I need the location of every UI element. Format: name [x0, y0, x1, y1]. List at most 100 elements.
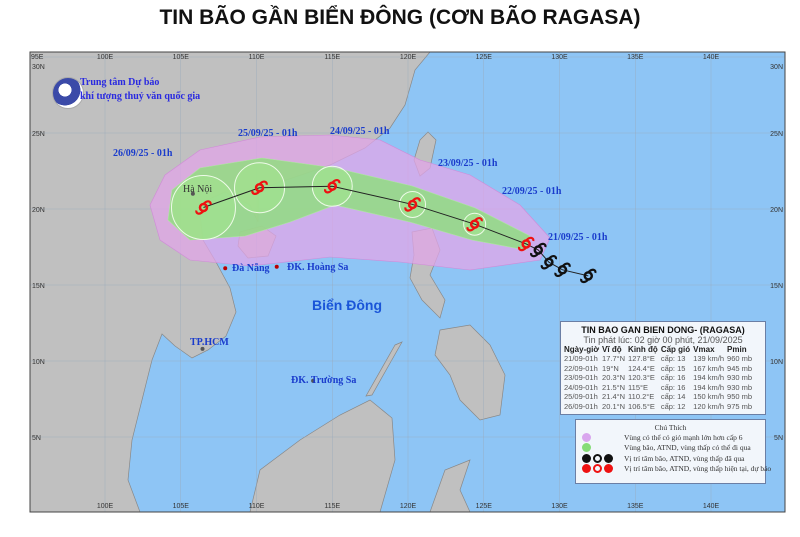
legend-item: Vị trí tâm bão, ATND, vùng thấp hiện tại… — [582, 464, 771, 475]
lon-label-bottom: 110E — [249, 503, 265, 510]
track-label-24: 24/09/25 - 01h — [330, 126, 390, 137]
lon-label-top: 100E — [97, 54, 114, 61]
track-line — [203, 185, 589, 277]
storm-arms — [466, 216, 483, 232]
info-cell: 120.3°E — [628, 373, 655, 382]
legend-label: Vị trí tâm bão, ATND, vùng thấp hiện tại… — [624, 464, 772, 474]
info-cell: 194 km/h — [693, 373, 725, 382]
lat-label-right: 30N — [770, 64, 783, 71]
track-label-26: 26/09/25 - 01h — [113, 148, 173, 159]
forecast-storm-icon — [324, 178, 341, 194]
place-marker — [223, 266, 228, 271]
info-cell: 960 mb — [727, 354, 753, 363]
past-storm-icon — [580, 268, 597, 284]
organization-line1: Trung tâm Dự báo — [80, 77, 160, 88]
info-cell: 20.1°N — [602, 401, 626, 411]
storm-arms — [404, 197, 421, 212]
lat-label-left: 5N — [32, 435, 41, 442]
legend: Chú Thích Vùng có thể có gió mạnh lớn hơ… — [575, 419, 771, 484]
forecast-storm-icon — [251, 180, 268, 195]
lon-label-top: 140E — [703, 54, 720, 61]
info-cell: cấp: 13 — [660, 354, 686, 363]
info-cell: 20.3°N — [602, 373, 626, 382]
legend-item: Vùng bão, ATND, vùng thấp có thể đi qua — [582, 443, 765, 454]
storm-info-table: Ngày-giờ Vĩ độ Kinh độ Cấp gió Vmax Pmin 21/0… — [564, 345, 755, 411]
info-cell: 106.5°E — [628, 401, 655, 411]
info-row: 24/09-01h 21.5°N 115°E cấp: 16 194 km/h 930 m… — [564, 383, 755, 393]
nchmf-logo — [52, 77, 84, 109]
forecast-storm-icon — [517, 236, 535, 252]
info-row: 21/09-01h 17.7°N 127.8°E cấp: 13 139 km/h 960… — [564, 354, 755, 364]
storm-zone-swatch-icon — [582, 443, 591, 453]
info-header: Cấp gió — [660, 345, 691, 354]
info-cell: 22/09-01h — [564, 363, 598, 373]
storm-arms — [554, 262, 571, 278]
lat-label-right: 20N — [770, 207, 783, 214]
place-marker — [274, 264, 279, 269]
lat-label-left: 25N — [32, 131, 45, 138]
storm-markers — [190, 178, 597, 383]
info-cell: 127.8°E — [628, 354, 655, 363]
lon-label-top: 115E — [324, 54, 340, 61]
storm-arms — [530, 242, 547, 258]
info-cell: 124.4°E — [628, 363, 655, 373]
lon-label-bottom: 120E — [400, 503, 417, 510]
info-cell: 21/09-01h — [564, 354, 598, 363]
past-storm-icon — [582, 453, 591, 463]
lon-label-bottom: 135E — [627, 503, 644, 510]
info-cell: 21.5°N — [602, 382, 626, 392]
lat-label-left: 20N — [32, 207, 45, 214]
land-borneo — [249, 399, 396, 513]
page-title: TIN BÃO GẦN BIỂN ĐÔNG (CƠN BÃO RAGASA) — [159, 6, 641, 29]
lat-label-right: 25N — [770, 131, 783, 138]
past-low-icon — [604, 453, 613, 463]
storm-arms — [517, 236, 535, 252]
info-cell: cấp: 14 — [660, 392, 686, 401]
place-hcm: TP.HCM — [190, 337, 229, 348]
legend-title: Chú Thích — [654, 423, 687, 432]
info-row: 25/09-01h 21.4°N 110.2°E cấp: 14 150 km/h 950… — [564, 392, 755, 402]
lon-label-bottom: 130E — [551, 503, 568, 510]
storm-arms — [195, 200, 212, 215]
info-row: 26/09-01h 20.1°N 106.5°E cấp: 12 120 km/h 975… — [564, 402, 755, 412]
lon-label-bottom: 105E — [173, 503, 190, 510]
storm-arms — [324, 178, 341, 194]
lat-label-right: 10N — [770, 359, 783, 366]
lon-label-bottom: 115E — [324, 503, 340, 510]
info-cell: cấp: 12 — [660, 401, 686, 411]
forecast-depression-icon — [593, 464, 602, 474]
lon-label-top: 95E — [31, 54, 44, 61]
lon-label-top: 135E — [627, 54, 644, 61]
info-row: 22/09-01h 19°N 124.4°E cấp: 15 167 km/h 945 m… — [564, 364, 755, 374]
land-palawan — [365, 341, 403, 397]
info-cell: 21.4°N — [602, 392, 626, 401]
info-row: 23/09-01h 20.3°N 120.3°E cấp: 16 194 km/h 930… — [564, 373, 755, 383]
info-issued: Tin phát lúc: 02 giờ 00 phút, 21/09/2025 — [583, 335, 743, 345]
track-label-21: 21/09/25 - 01h — [548, 232, 608, 243]
land-visayas-mindanao — [434, 324, 506, 421]
place-marker — [190, 191, 195, 196]
lon-label-bottom: 140E — [703, 503, 720, 510]
info-cell: 945 mb — [727, 363, 753, 373]
info-title: TIN BAO GAN BIEN DONG- (RAGASA) — [581, 325, 745, 335]
past-storm-icon — [530, 242, 547, 258]
info-cell: 115°E — [628, 382, 649, 392]
info-cell: 26/09-01h — [564, 401, 598, 411]
info-cell: 167 km/h — [693, 363, 725, 373]
track-label-22: 22/09/25 - 01h — [502, 186, 562, 197]
lat-label-left: 10N — [32, 359, 45, 366]
lat-label-right: 5N — [774, 435, 783, 442]
forecast-storm-icon — [404, 197, 421, 212]
info-cell: 150 km/h — [693, 392, 725, 401]
place-hanoi: Hà Nội — [183, 184, 213, 195]
info-body: 21/09-01h 17.7°N 127.8°E cấp: 13 139 km/h 960… — [564, 354, 755, 411]
info-cell: cấp: 16 — [660, 382, 686, 392]
lon-label-top: 125E — [476, 54, 493, 61]
forecast-low-icon — [604, 464, 613, 474]
track-label-23: 23/09/25 - 01h — [438, 158, 498, 169]
map-frame — [29, 51, 786, 513]
past-storm-icon — [540, 254, 558, 270]
info-cell: 930 mb — [727, 373, 753, 382]
lon-label-top: 120E — [400, 54, 417, 61]
info-header: Ngày-giờ — [564, 345, 600, 354]
